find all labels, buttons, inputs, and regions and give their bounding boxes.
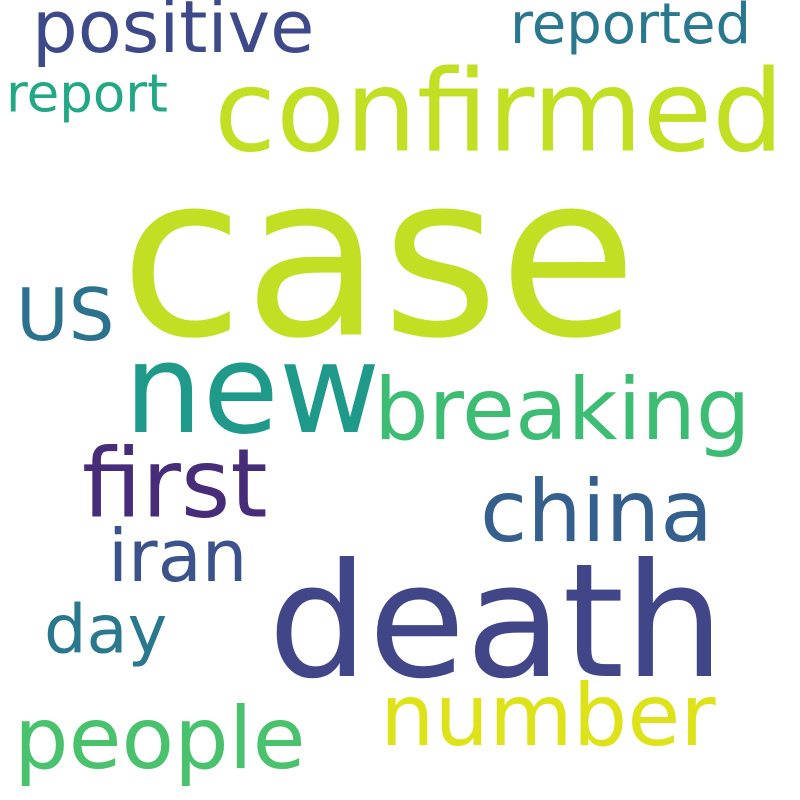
word-people: people bbox=[14, 689, 306, 789]
word-confirmed: confirmed bbox=[214, 45, 784, 178]
word-case: case bbox=[120, 126, 638, 389]
word-positive: positive bbox=[32, 0, 315, 69]
word-iran: iran bbox=[108, 514, 248, 598]
word-us: US bbox=[16, 273, 115, 357]
word-china: china bbox=[480, 462, 713, 562]
word-report: report bbox=[6, 63, 168, 125]
word-reported: reported bbox=[510, 0, 752, 57]
word-day: day bbox=[44, 590, 168, 669]
word-first: first bbox=[82, 429, 268, 540]
word-breaking: breaking bbox=[374, 360, 751, 460]
word-number: number bbox=[380, 666, 716, 766]
word-new: new bbox=[124, 318, 381, 462]
word-death: death bbox=[268, 530, 725, 714]
